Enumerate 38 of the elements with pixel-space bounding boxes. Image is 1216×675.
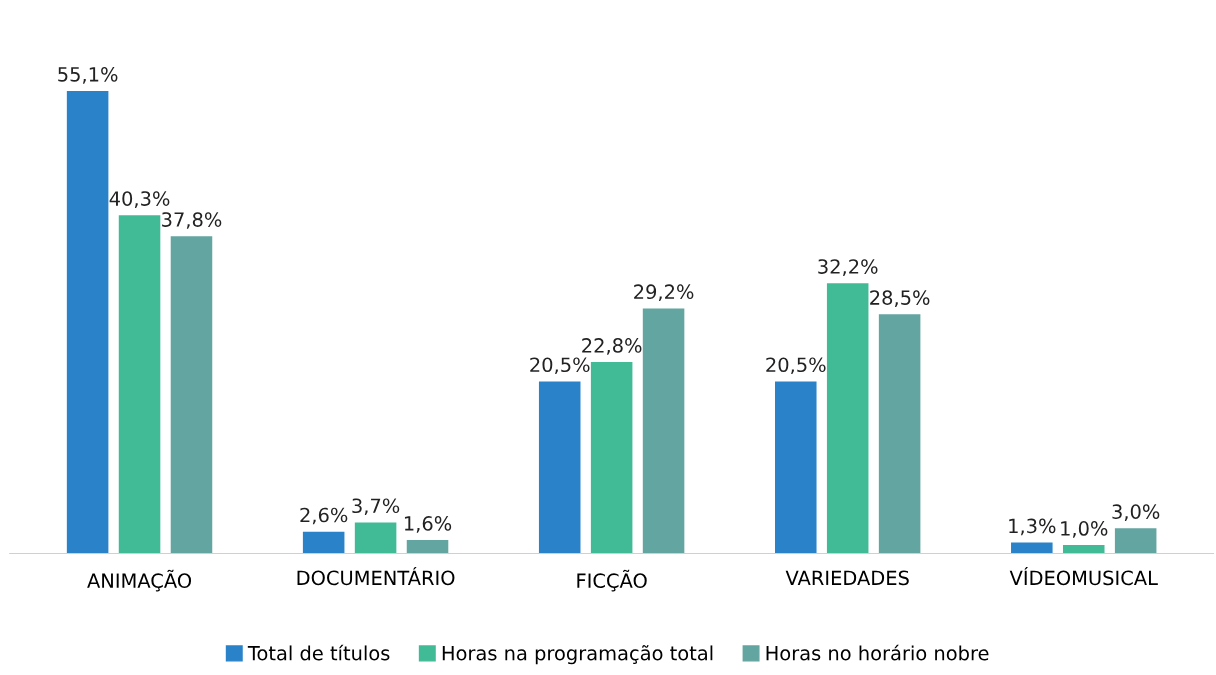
data-label: 1,3% [1009, 518, 1056, 536]
data-label: 22,8% [582, 338, 642, 355]
data-label: 40,3% [109, 191, 170, 208]
x-tick-label: ANIMAÇÃO [87, 569, 192, 592]
x-tick-label: FICÇÃO [577, 569, 647, 592]
x-tick-label: DOCUMENTÁRIO [297, 566, 455, 586]
bar [642, 308, 685, 554]
legend-label: Horas no horário nobre [766, 644, 989, 661]
bar [878, 314, 921, 554]
bar [774, 381, 817, 554]
data-label: 1,0% [1061, 521, 1108, 538]
bar [1011, 542, 1053, 554]
bar [1114, 528, 1157, 554]
data-label: 1,6% [404, 516, 452, 533]
bar [590, 362, 633, 554]
data-label: 32,2% [818, 259, 878, 276]
x-tick-label: VÍDEOMUSICAL [1009, 566, 1158, 586]
data-label: 29,2% [634, 284, 694, 302]
data-label: 3,7% [352, 498, 400, 516]
bar [1062, 545, 1105, 554]
data-label: 3,0% [1112, 504, 1160, 521]
bar [66, 91, 109, 554]
data-label: 2,6% [300, 507, 348, 525]
bar [354, 522, 397, 554]
data-label: 28,5% [870, 290, 930, 307]
bar [302, 531, 345, 554]
bar [538, 381, 581, 554]
x-tick-label: VARIEDADES [785, 570, 909, 586]
bar [406, 540, 449, 554]
data-label: 20,5% [766, 357, 826, 375]
legend-label: Horas na programação total [442, 645, 713, 665]
bar [826, 283, 869, 554]
legend-label: Total de títulos [247, 644, 390, 661]
data-label: 55,1% [58, 66, 118, 84]
data-label: 20,5% [530, 357, 590, 375]
bar [118, 215, 161, 554]
data-label: 37,8% [162, 212, 222, 229]
bar [170, 236, 213, 554]
